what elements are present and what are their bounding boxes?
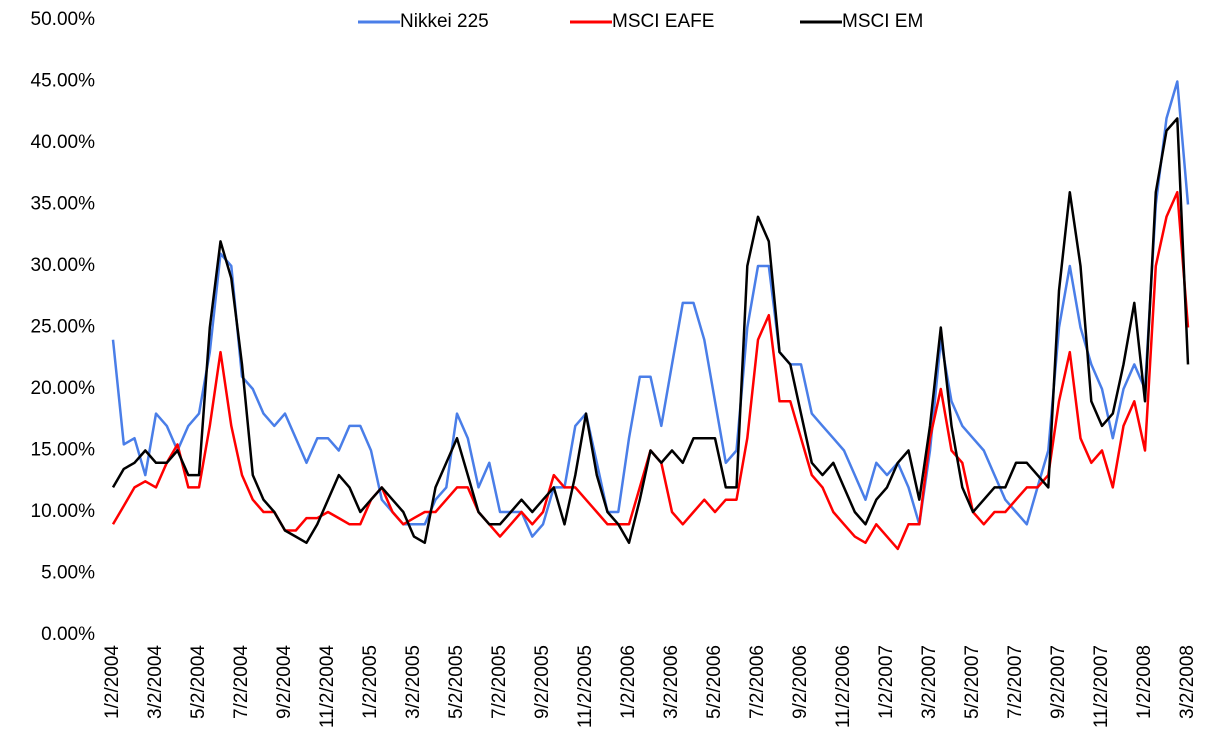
x-tick-label: 7/2/2004: [231, 645, 252, 719]
y-tick-label: 20.00%: [31, 378, 96, 399]
legend-label: MSCI EM: [842, 11, 923, 32]
x-tick-label: 9/2/2006: [790, 645, 811, 719]
x-tick-label: 5/2/2005: [446, 645, 467, 719]
x-tick-label: 1/2/2006: [618, 645, 639, 719]
series-line: [111, 80, 1190, 538]
y-tick-label: 0.00%: [41, 624, 95, 645]
x-tick-label: 9/2/2007: [1048, 645, 1069, 719]
x-tick-label: 1/2/2005: [360, 645, 381, 719]
legend-label: MSCI EAFE: [612, 11, 714, 32]
y-tick-label: 5.00%: [41, 563, 95, 584]
x-tick-label: 11/2/2007: [1091, 645, 1112, 728]
x-tick-label: 11/2/2005: [575, 645, 596, 728]
x-tick-label: 3/2/2004: [145, 645, 166, 719]
y-tick-label: 40.00%: [31, 132, 96, 153]
x-tick-label: 7/2/2006: [747, 645, 768, 719]
y-tick-label: 35.00%: [31, 194, 96, 215]
x-tick-label: 1/2/2008: [1134, 645, 1155, 719]
x-tick-label: 3/2/2005: [403, 645, 424, 719]
y-tick-label: 15.00%: [31, 440, 96, 461]
series-line: [111, 117, 1190, 545]
legend-label: Nikkei 225: [400, 11, 489, 32]
x-tick-label: 3/2/2007: [919, 645, 940, 719]
x-tick-label: 11/2/2004: [317, 645, 338, 729]
x-tick-label: 1/2/2007: [876, 645, 897, 719]
x-tick-label: 5/2/2007: [962, 645, 983, 719]
x-tick-label: 7/2/2007: [1005, 645, 1026, 719]
y-tick-label: 25.00%: [31, 317, 96, 338]
x-tick-label: 9/2/2004: [274, 645, 295, 719]
x-tick-label: 7/2/2005: [489, 645, 510, 719]
y-tick-label: 30.00%: [31, 255, 96, 276]
x-tick-label: 5/2/2004: [188, 645, 209, 719]
y-tick-label: 45.00%: [31, 71, 96, 92]
x-tick-label: 9/2/2005: [532, 645, 553, 719]
x-tick-label: 3/2/2006: [661, 645, 682, 719]
x-tick-label: 1/2/2004: [102, 645, 123, 719]
series-line: [111, 190, 1190, 551]
x-tick-label: 5/2/2006: [704, 645, 725, 719]
x-tick-label: 11/2/2006: [833, 645, 854, 728]
y-tick-label: 10.00%: [31, 501, 96, 522]
y-tick-label: 50.00%: [31, 9, 96, 30]
x-tick-label: 3/2/2008: [1177, 645, 1198, 719]
